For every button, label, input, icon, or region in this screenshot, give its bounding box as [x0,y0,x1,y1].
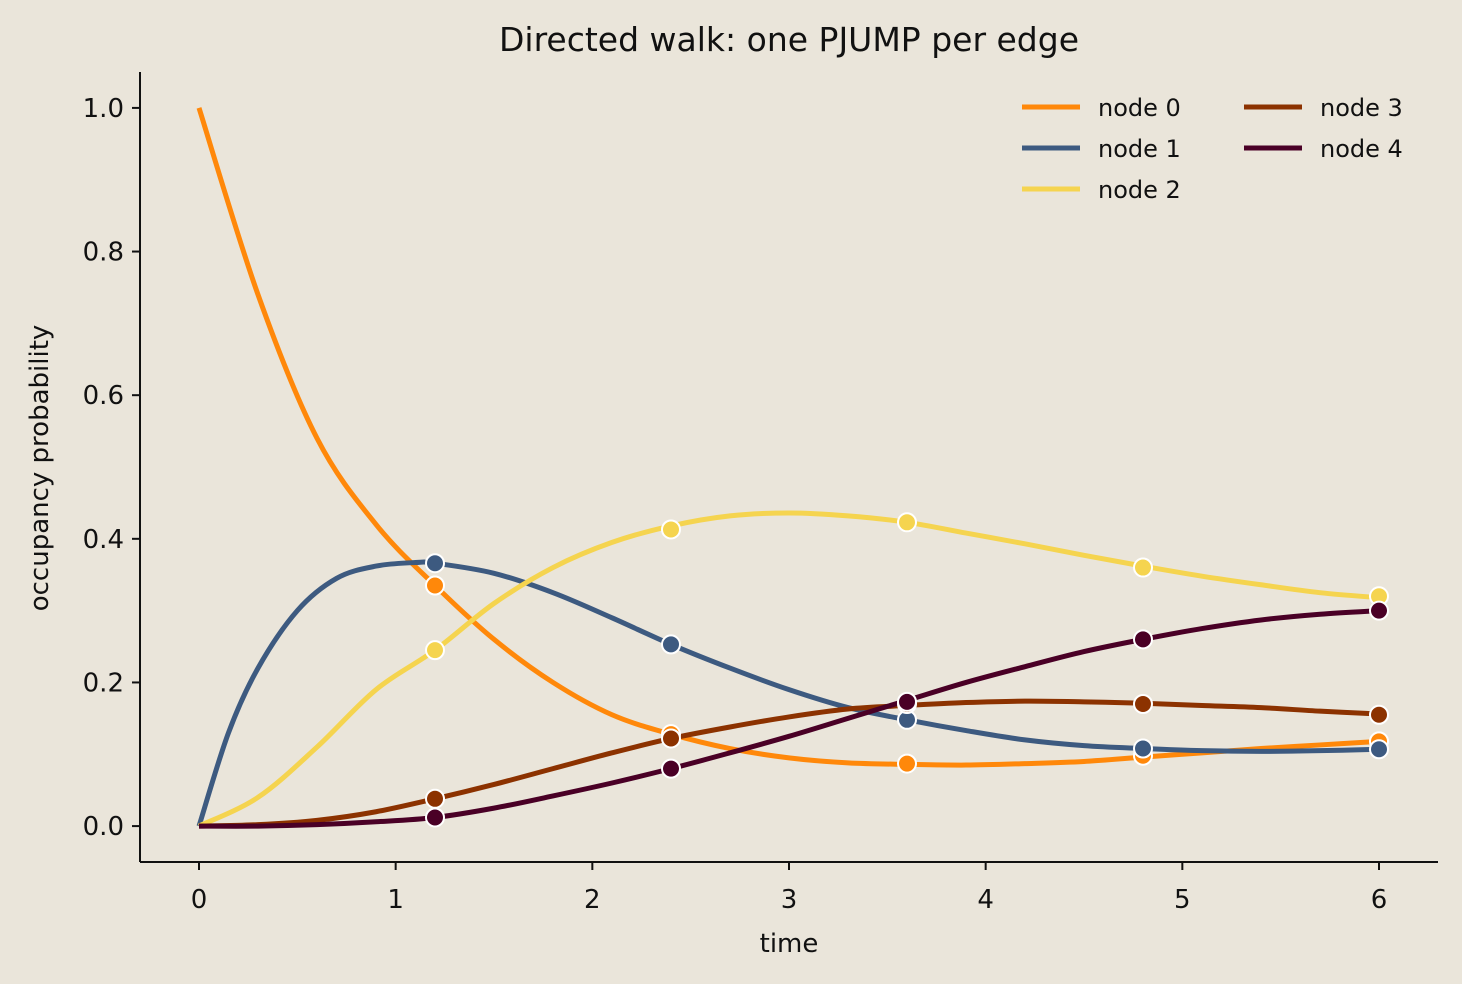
data-point-node-3 [425,788,445,809]
y-tick-label: 1.0 [83,94,124,124]
data-point-node-3 [1369,704,1389,725]
y-tick-label: 0.6 [83,381,124,411]
data-point-node-2 [425,640,445,661]
data-point-node-1 [661,634,681,655]
data-point-node-0 [425,575,445,596]
x-axis-label: time [760,929,819,959]
x-tick-label: 2 [584,885,601,915]
series-line-node-1 [196,559,1380,827]
y-tick-label: 0.4 [83,525,124,555]
legend-label-node-1: node 1 [1098,135,1181,163]
data-point-node-1 [1133,738,1153,759]
x-tick-label: 0 [191,885,208,915]
x-tick-label: 6 [1371,885,1388,915]
series-layer [196,107,1389,829]
data-point-node-4 [897,691,917,712]
series-line-node-2 [197,510,1380,829]
series-line-node-0 [196,107,1380,768]
data-point-node-2 [1133,557,1153,578]
series-line-node-3 [198,698,1380,829]
data-point-node-4 [425,807,445,828]
legend-label-node-3: node 3 [1320,94,1403,122]
data-point-node-4 [661,758,681,779]
legend-label-node-2: node 2 [1098,176,1181,204]
x-tick-label: 5 [1174,885,1191,915]
series-line-node-4 [198,608,1380,829]
y-axis-label: occupancy probability [25,325,55,612]
data-point-node-1 [425,553,445,574]
data-point-node-2 [661,519,681,540]
y-tick-label: 0.0 [83,812,124,842]
x-tick-label: 1 [387,885,404,915]
data-point-node-4 [1369,600,1389,621]
chart-title: Directed walk: one PJUMP per edge [499,20,1079,59]
legend-label-node-4: node 4 [1320,135,1403,163]
x-tick-label: 3 [781,885,798,915]
y-tick-label: 0.8 [83,238,124,268]
data-point-node-4 [1133,629,1153,650]
data-point-node-3 [661,728,681,749]
data-point-node-1 [1369,739,1389,760]
legend: node 0 node 1 node 2 node 3 node 4 [1022,94,1403,204]
data-point-node-3 [1133,694,1153,714]
data-point-node-2 [897,512,917,533]
legend-label-node-0: node 0 [1098,94,1181,122]
data-point-node-0 [897,753,917,774]
y-tick-label: 0.2 [83,668,124,698]
x-tick-label: 4 [977,885,994,915]
axes: 0 1 2 3 4 5 6 0.0 0.2 0.4 0.6 0.8 1.0 [83,72,1438,915]
